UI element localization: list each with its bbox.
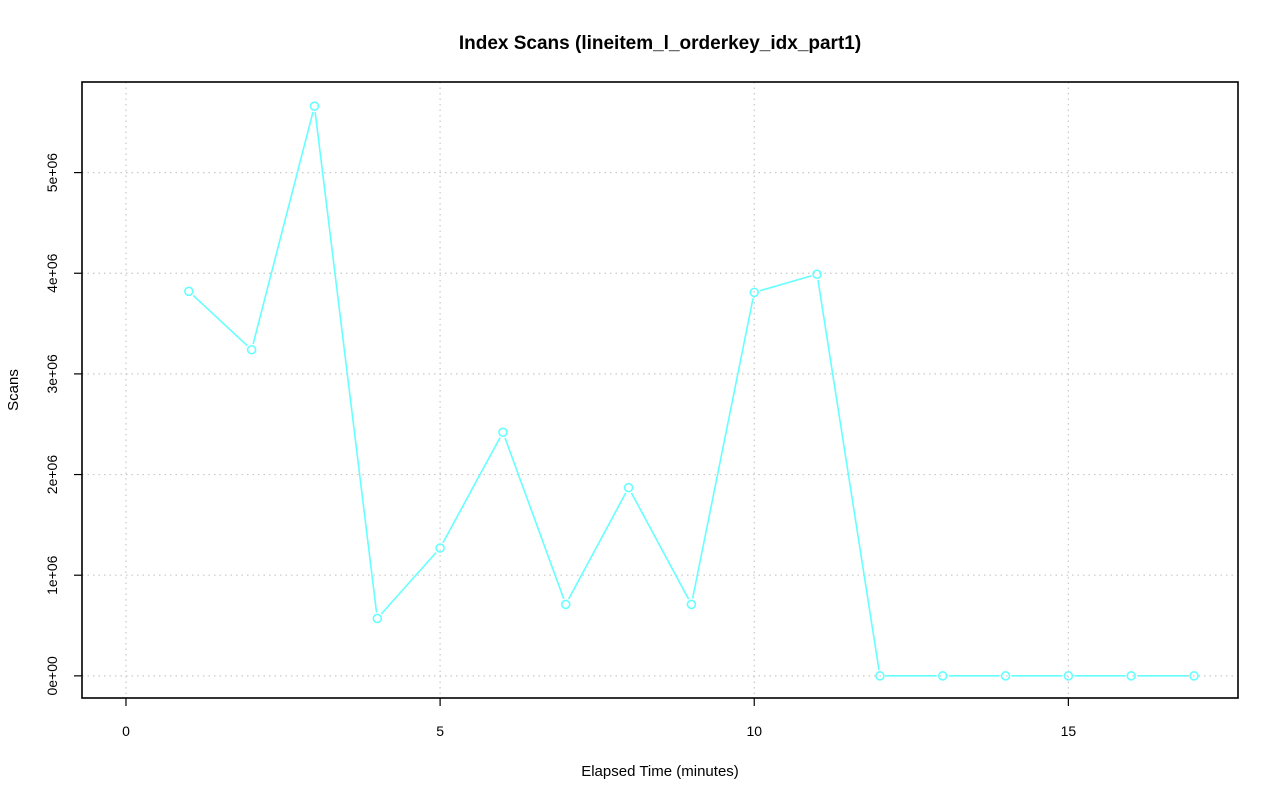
data-point <box>1000 671 1011 681</box>
data-point <box>309 101 320 111</box>
data-point <box>560 599 571 610</box>
y-axis-title: Scans <box>5 369 22 411</box>
x-tick-label: 15 <box>1061 723 1077 739</box>
data-point <box>1126 671 1136 681</box>
data-point <box>623 482 634 493</box>
data-point <box>498 427 508 438</box>
y-tick-label: 1e+06 <box>44 555 60 595</box>
data-point <box>686 599 697 610</box>
y-tick-label: 2e+06 <box>44 455 60 495</box>
axes: 0 5 10 15 0e+00 1e+06 2e+06 3e+06 4e+06 5e+06 <box>44 153 1076 739</box>
series-line-segment <box>380 551 437 615</box>
series-line-segment <box>567 492 627 600</box>
series-line-segment <box>630 492 690 600</box>
series-line-segment <box>192 294 248 347</box>
series-line-segment <box>314 112 378 613</box>
y-tick-label: 3e+06 <box>44 354 60 394</box>
plot-border <box>81 81 1239 699</box>
data-point <box>1063 671 1074 681</box>
data-point <box>1189 671 1199 681</box>
x-tick-label: 10 <box>746 723 762 739</box>
y-tick-label: 4e+06 <box>44 253 60 293</box>
series-line-segment <box>691 298 754 599</box>
y-tick-label: 5e+06 <box>44 153 60 193</box>
series-line-segment <box>759 275 812 292</box>
data-point <box>246 344 257 355</box>
data-point <box>184 286 194 297</box>
x-tick-label: 5 <box>436 723 444 739</box>
series-line-segment <box>442 437 501 544</box>
data-point <box>812 269 822 280</box>
data-point <box>749 287 760 298</box>
chart-title: Index Scans (lineitem_l_orderkey_idx_par… <box>459 33 861 54</box>
series-line-segment <box>504 437 565 600</box>
y-tick-label: 0e+00 <box>44 656 60 696</box>
series-line-segment <box>817 280 880 671</box>
data-point <box>875 671 885 681</box>
data-point <box>372 613 383 624</box>
x-axis-title: Elapsed Time (minutes) <box>581 763 739 780</box>
data-point <box>937 671 948 681</box>
data-point <box>435 543 445 553</box>
x-tick-label: 0 <box>122 723 130 739</box>
series-line-segment <box>252 111 314 345</box>
series-layer <box>184 101 1199 681</box>
